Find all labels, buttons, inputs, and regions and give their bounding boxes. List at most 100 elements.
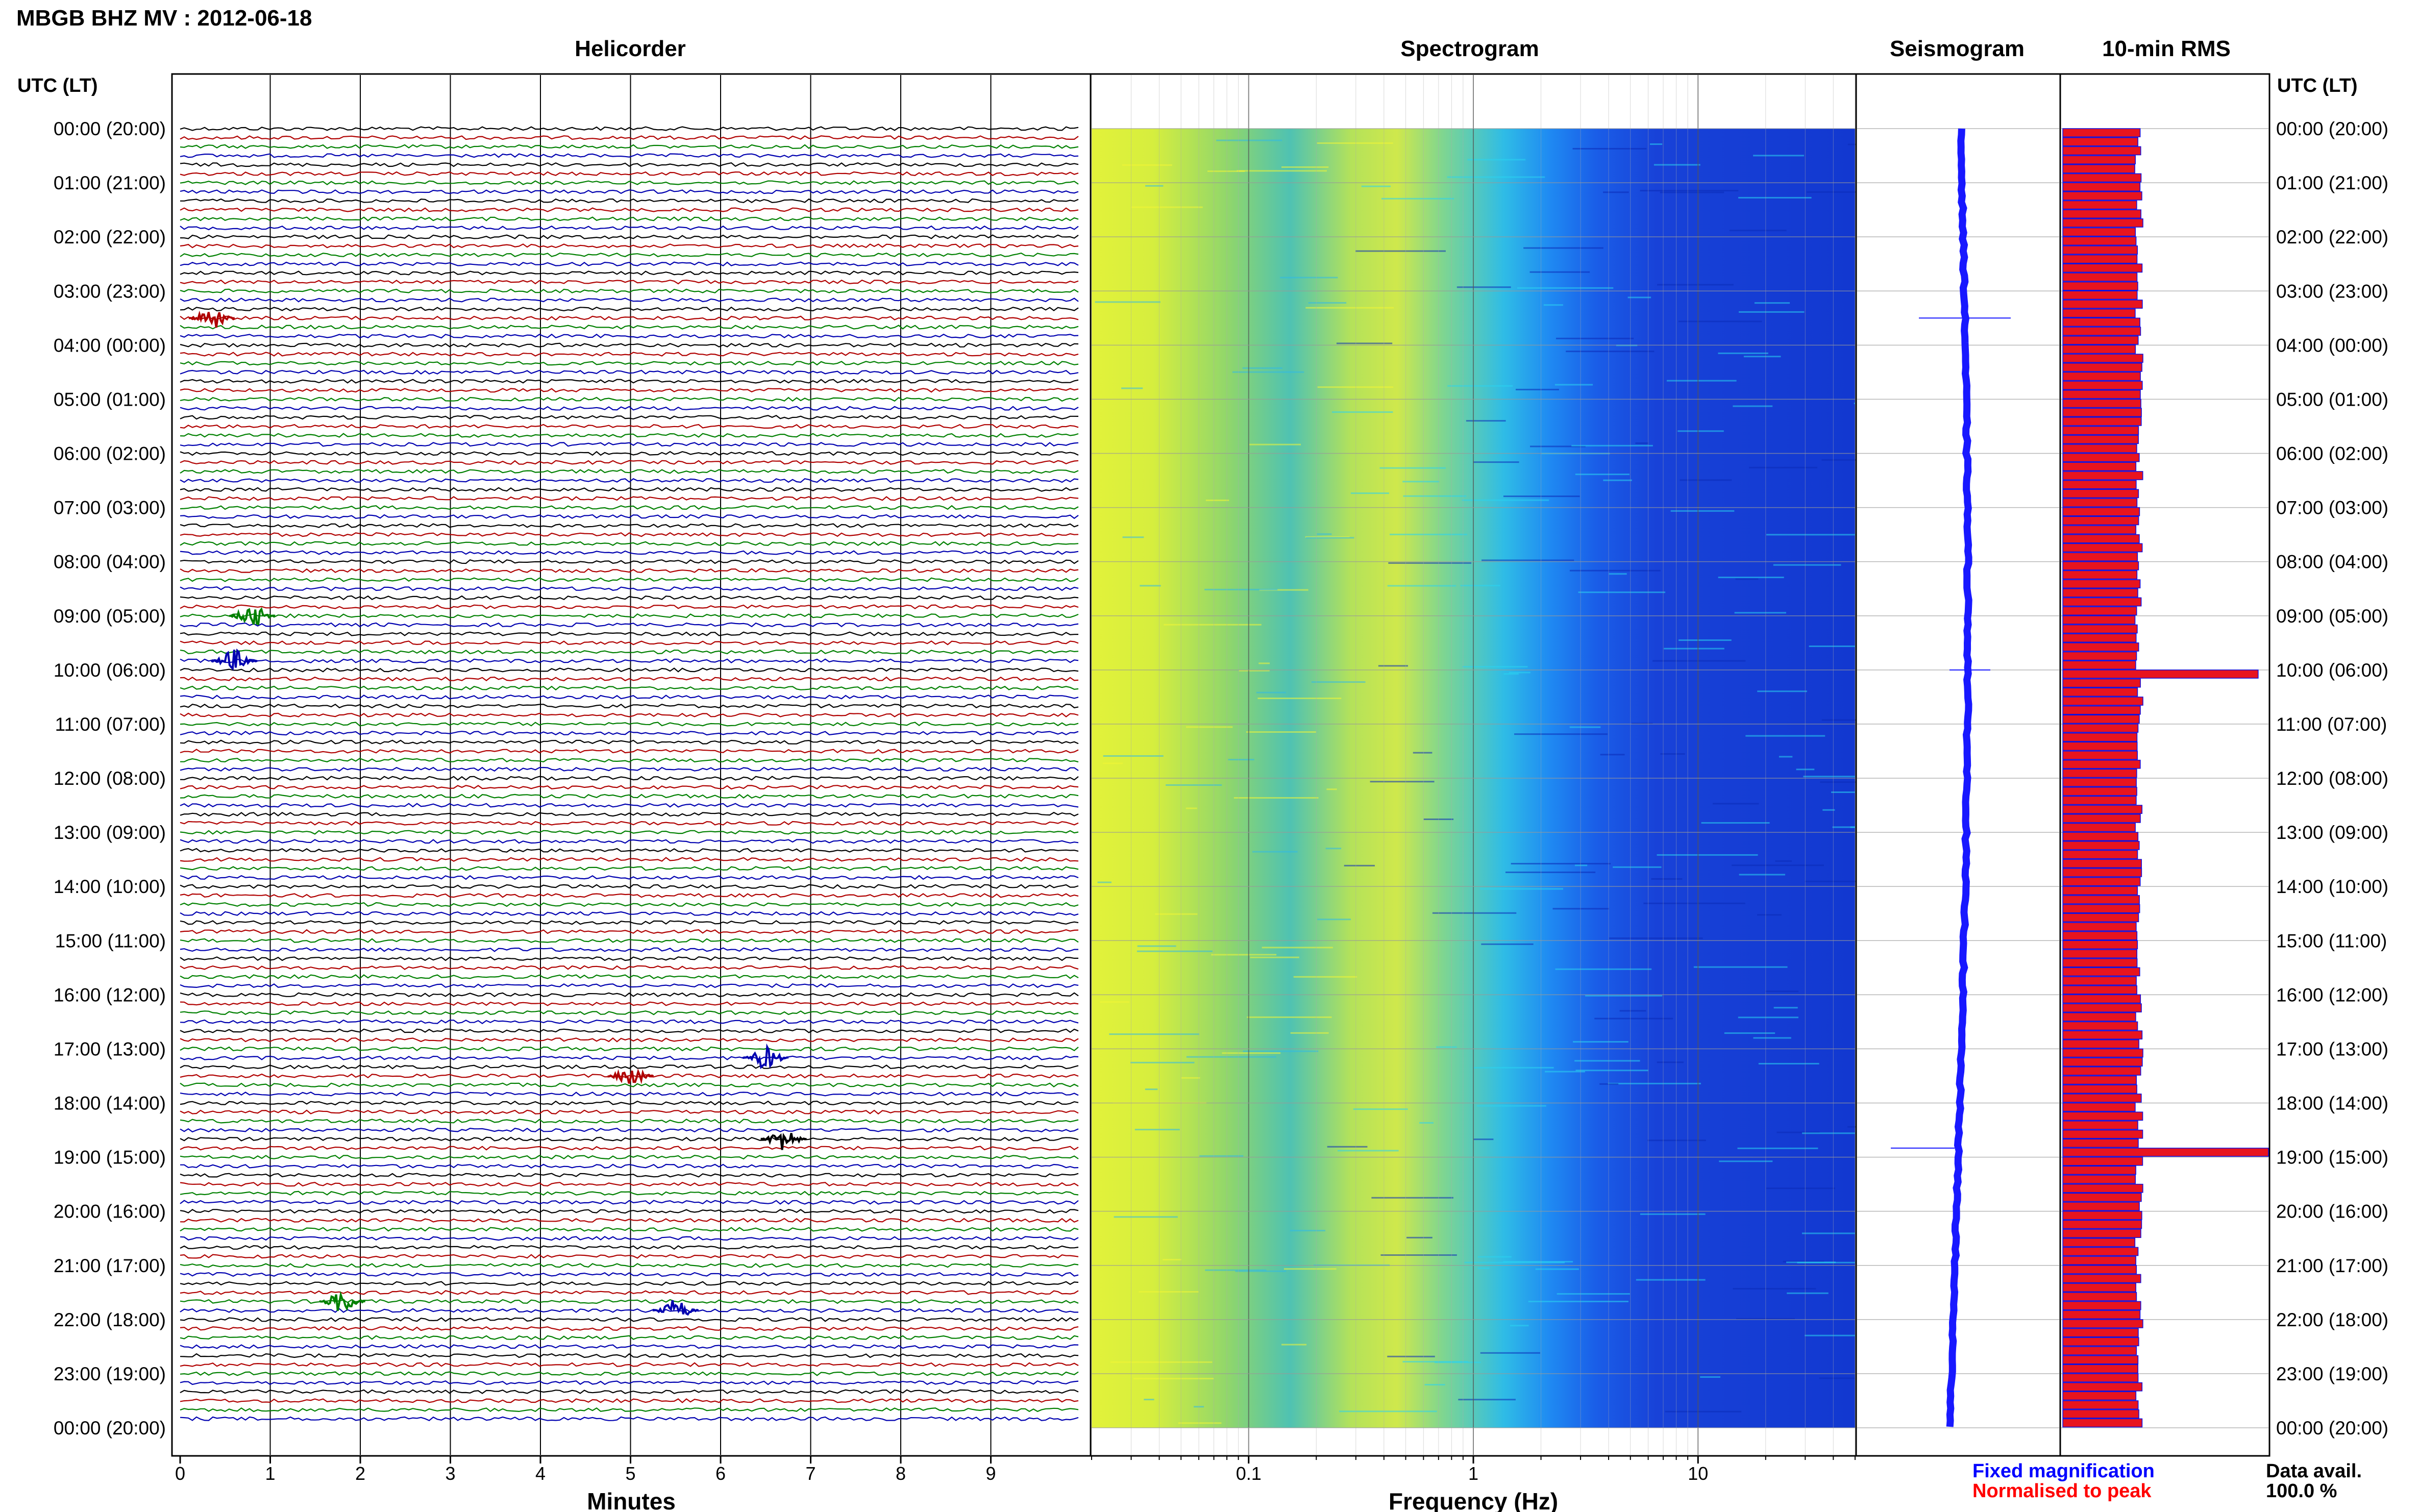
spectrogram-streak bbox=[1133, 1378, 1214, 1380]
rms-bar bbox=[2062, 1292, 2137, 1301]
helicorder-event bbox=[319, 1291, 366, 1311]
spectrogram-streak bbox=[1599, 1083, 1619, 1085]
helicorder-trace bbox=[180, 1389, 1079, 1394]
spectrogram-streak bbox=[1114, 1216, 1178, 1218]
helicorder-trace bbox=[180, 532, 1079, 537]
spectrogram-streak bbox=[1308, 302, 1347, 304]
rms-bar bbox=[2062, 687, 2138, 697]
time-label-left: 02:00 (22:00) bbox=[54, 227, 166, 247]
rms-bar bbox=[2062, 1373, 2139, 1382]
spectrogram-streak bbox=[1503, 673, 1519, 675]
spectrogram-x-ticks: 0.1 1 10 bbox=[1091, 1456, 1856, 1484]
spectrogram-streak bbox=[1355, 250, 1446, 252]
rms-bar bbox=[2062, 1129, 2143, 1139]
helicorder-event bbox=[607, 1069, 654, 1084]
rms-bar bbox=[2062, 1400, 2139, 1409]
spectrogram-streak bbox=[1122, 536, 1144, 538]
rms-bar bbox=[2062, 597, 2142, 607]
spectrogram-streak bbox=[1131, 206, 1203, 208]
helicorder-x-tick-label: 6 bbox=[715, 1463, 726, 1484]
rms-bar bbox=[2062, 741, 2138, 751]
spectrogram-streak bbox=[1528, 1300, 1629, 1302]
helicorder-trace bbox=[180, 1163, 1079, 1169]
helicorder-trace bbox=[180, 893, 1079, 898]
helicorder-trace bbox=[180, 252, 1079, 258]
rms-bar bbox=[2062, 1156, 2143, 1166]
spectrogram-streak bbox=[1693, 966, 1788, 968]
spectrogram-streak bbox=[1517, 287, 1614, 289]
spectrogram-streak bbox=[1636, 1279, 1706, 1281]
rms-bars bbox=[2062, 128, 2269, 1428]
spectrogram-streak bbox=[1736, 1318, 1795, 1320]
time-label-right: 18:00 (14:00) bbox=[2276, 1093, 2388, 1114]
time-label-left: 11:00 (07:00) bbox=[55, 714, 166, 735]
rms-bar bbox=[2062, 940, 2138, 950]
rms-bar bbox=[2062, 1229, 2141, 1238]
spectrogram-streak bbox=[1381, 197, 1454, 200]
time-label-right: 16:00 (12:00) bbox=[2276, 984, 2388, 1005]
helicorder-trace bbox=[180, 938, 1079, 943]
time-label-left: 23:00 (19:00) bbox=[54, 1364, 166, 1384]
helicorder-trace bbox=[180, 1092, 1079, 1097]
spectrogram-streak bbox=[1473, 461, 1519, 463]
helicorder-trace bbox=[180, 315, 1079, 321]
helicorder-trace bbox=[180, 1191, 1079, 1196]
spectrogram-streak bbox=[1283, 1268, 1337, 1270]
time-label-left: 21:00 (17:00) bbox=[54, 1255, 166, 1276]
helicorder-event bbox=[652, 1300, 699, 1316]
rms-bar bbox=[2062, 507, 2140, 516]
spectrogram-streak bbox=[1753, 155, 1804, 157]
spectrogram-streak bbox=[1571, 444, 1653, 447]
spectrogram-streak bbox=[1164, 624, 1262, 626]
rms-bar bbox=[2062, 191, 2142, 201]
helicorder-x-tick-label: 7 bbox=[805, 1463, 816, 1484]
rms-bar bbox=[2062, 182, 2141, 192]
helicorder-trace bbox=[180, 550, 1079, 555]
rms-bar bbox=[2062, 1021, 2138, 1031]
spectrogram-streak bbox=[1482, 559, 1574, 561]
spectrogram-streak bbox=[1822, 809, 1835, 811]
rms-bar bbox=[2062, 344, 2136, 354]
spectrogram-streak bbox=[1758, 1062, 1819, 1064]
spectrogram-streak bbox=[1765, 990, 1799, 993]
time-label-right: 05:00 (01:00) bbox=[2276, 389, 2388, 410]
helicorder-trace bbox=[180, 487, 1079, 492]
helicorder-x-ticks: 0 1 2 3 4 5 6 7 8 9 bbox=[175, 1456, 996, 1484]
rms-bar bbox=[2062, 958, 2138, 968]
rms-bar bbox=[2062, 913, 2139, 923]
spectrogram-streak bbox=[1380, 1254, 1457, 1256]
rms-bar bbox=[2062, 245, 2138, 255]
rms-bar bbox=[2062, 317, 2140, 327]
spectrogram-streak bbox=[1413, 752, 1433, 754]
helicorder-title: Helicorder bbox=[575, 36, 686, 61]
spectrogram-streak bbox=[1666, 380, 1737, 382]
helicorder-trace bbox=[180, 695, 1079, 700]
helicorder-x-tick-label: 2 bbox=[355, 1463, 365, 1484]
time-label-left: 04:00 (00:00) bbox=[54, 335, 166, 356]
rms-bar bbox=[2062, 1039, 2139, 1049]
time-label-right: 00:00 (20:00) bbox=[2276, 1418, 2388, 1439]
spectrogram-streak bbox=[1250, 956, 1299, 958]
rms-bar bbox=[2062, 670, 2259, 679]
rms-bar bbox=[2062, 904, 2140, 913]
spectrogram-streak bbox=[1733, 405, 1773, 407]
spectrogram-streak bbox=[1186, 807, 1197, 809]
helicorder-trace bbox=[180, 559, 1079, 564]
spectrogram-streak bbox=[1529, 271, 1590, 273]
rms-bar bbox=[2062, 732, 2138, 742]
rms-bar bbox=[2062, 1193, 2142, 1202]
time-label-right: 08:00 (04:00) bbox=[2276, 552, 2388, 573]
spectrogram-streak bbox=[1738, 196, 1812, 199]
spectrogram-streak bbox=[1670, 510, 1735, 512]
seismogram-trace bbox=[1946, 128, 1972, 1427]
spectrogram-streak bbox=[1353, 1108, 1408, 1110]
spectrogram-streak bbox=[1820, 781, 1859, 783]
spectrogram-streak bbox=[1473, 1067, 1554, 1069]
spectrogram-streak bbox=[1145, 1088, 1158, 1090]
rms-bar bbox=[2062, 922, 2137, 931]
rms-bar bbox=[2062, 678, 2141, 688]
time-label-right: 19:00 (15:00) bbox=[2276, 1147, 2388, 1168]
rms-bar bbox=[2062, 832, 2139, 841]
helicorder-trace bbox=[180, 162, 1079, 167]
